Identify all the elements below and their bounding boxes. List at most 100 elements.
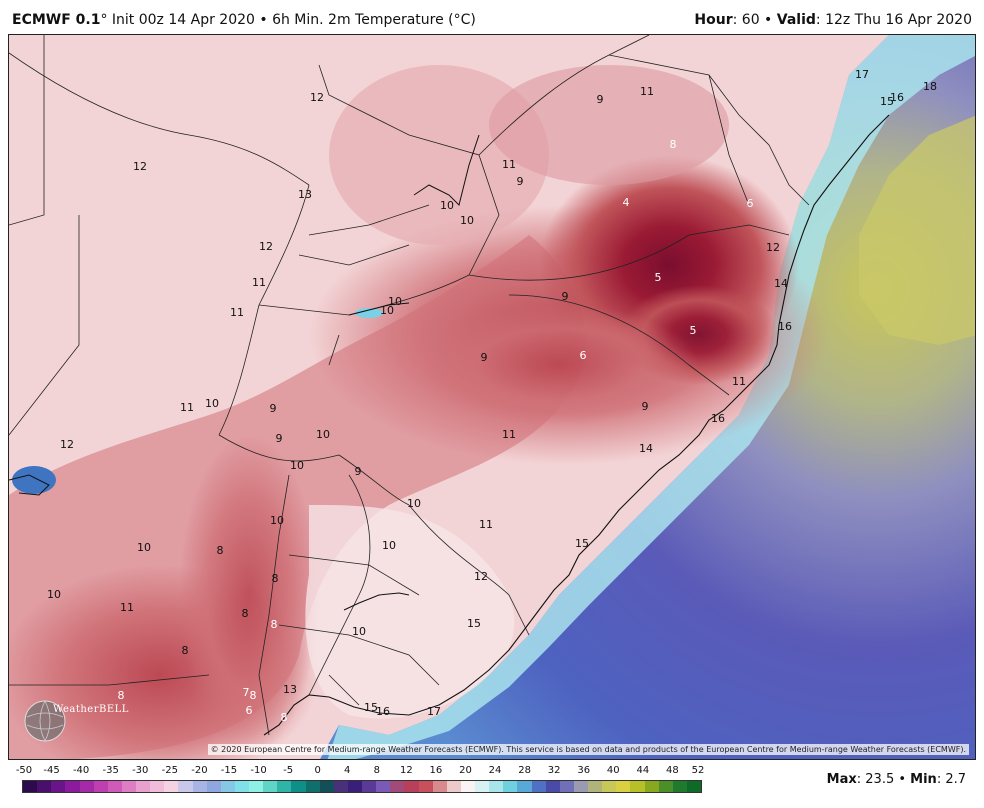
temperature-label: 12: [259, 240, 273, 253]
temperature-label: 9: [276, 432, 283, 445]
temperature-label: 10: [440, 199, 454, 212]
colorbar-swatch: [93, 781, 108, 792]
temperature-label: 17: [427, 705, 441, 718]
colorbar-swatch: [150, 781, 165, 792]
colorbar-swatch: [121, 781, 136, 792]
temperature-label: 6: [580, 349, 587, 362]
colorbar-swatch: [164, 781, 179, 792]
temperature-label: 10: [388, 295, 402, 308]
colorbar-swatch: [573, 781, 588, 792]
temperature-label: 12: [60, 438, 74, 451]
colorbar-swatch: [263, 781, 278, 792]
colorbar-swatch: [503, 781, 518, 792]
temperature-label: 10: [137, 541, 151, 554]
colorbar-swatch: [446, 781, 461, 792]
temperature-label: 8: [670, 138, 677, 151]
temperature-label: 10: [380, 304, 394, 317]
run-description: ° Init 00z 14 Apr 2020 • 6h Min. 2m Temp…: [100, 12, 476, 28]
temperature-label: 11: [230, 306, 244, 319]
colorbar-swatch: [418, 781, 433, 792]
temperature-label: 10: [290, 459, 304, 472]
colorbar-swatch: [489, 781, 504, 792]
temperature-label: 9: [562, 290, 569, 303]
colorbar-tick-label: 40: [606, 765, 620, 776]
temperature-label: 16: [376, 705, 390, 718]
temperature-label: 8: [217, 544, 224, 557]
temperature-label: 10: [460, 214, 474, 227]
temperature-label: 9: [270, 402, 277, 415]
colorbar-tick-label: -50: [15, 765, 33, 776]
temperature-label: 15: [467, 617, 481, 630]
colorbar-tick-label: 36: [577, 765, 591, 776]
temperature-label: 13: [298, 188, 312, 201]
colorbar-tick-label: 28: [518, 765, 531, 776]
colorbar-tick-label: -30: [132, 765, 149, 776]
colorbar-tick-label: 20: [459, 765, 472, 776]
colorbar-swatch: [404, 781, 419, 792]
temperature-label: 12: [474, 570, 488, 583]
colorbar-tick-label: 0: [314, 765, 321, 776]
min-value: : 2.7: [936, 772, 966, 787]
valid-label: Valid: [776, 12, 816, 28]
colorbar-swatch: [333, 781, 348, 792]
temperature-label: 8: [182, 644, 189, 657]
temperature-label: 11: [732, 375, 746, 388]
logo-text: WeatherBELL: [53, 704, 129, 715]
temperature-label: 9: [355, 465, 362, 478]
colorbar-tick-label: 4: [344, 765, 351, 776]
colorbar-swatch: [432, 781, 447, 792]
colorbar-swatch: [616, 781, 631, 792]
colorbar-swatch: [107, 781, 122, 792]
temperature-label: 9: [642, 400, 649, 413]
chart-title: ECMWF 0.1° Init 00z 14 Apr 2020 • 6h Min…: [12, 12, 476, 28]
temperature-label: 5: [690, 324, 697, 337]
colorbar-swatch: [475, 781, 490, 792]
temperature-label: 11: [180, 401, 194, 414]
colorbar-swatch: [531, 781, 546, 792]
max-min-readout: Max: 23.5 • Min: 2.7: [827, 772, 966, 787]
temperature-label: 9: [597, 93, 604, 106]
colorbar-tick-label: -10: [250, 765, 267, 776]
temperature-label: 16: [711, 412, 725, 425]
colorbar-swatch: [136, 781, 151, 792]
temperature-label: 6: [747, 197, 754, 210]
warm-sst-patch: [859, 115, 975, 345]
lake-west: [12, 466, 56, 494]
colorbar-tick-label: -25: [161, 765, 178, 776]
colorbar-swatch: [249, 781, 264, 792]
colorbar-tick-label: -40: [72, 765, 90, 776]
colorbar-swatch: [362, 781, 377, 792]
temperature-label: 8: [250, 689, 257, 702]
temperature-label: 4: [623, 196, 630, 209]
colorbar-swatch: [220, 781, 235, 792]
colorbar-swatch: [559, 781, 574, 792]
colorbar-swatch: [277, 781, 292, 792]
colorbar-swatch: [630, 781, 645, 792]
colorbar-tick-label: 12: [399, 765, 413, 776]
temperature-label: 10: [352, 625, 366, 638]
colorbar-swatch: [37, 781, 52, 792]
colorbar-tick-label: 52: [691, 765, 705, 776]
temperature-label: 6: [246, 704, 253, 717]
temperature-label: 9: [481, 351, 488, 364]
temperature-label: 8: [271, 618, 278, 631]
colorbar-tick-label: -45: [43, 765, 60, 776]
model-name: ECMWF 0.1: [12, 12, 101, 28]
temperature-label: 12: [310, 91, 324, 104]
temperature-label: 13: [283, 683, 297, 696]
colorbar-scale: [22, 780, 702, 793]
warm-area-central: [419, 305, 699, 425]
colorbar-legend: -50 -45 -40 -35 -30 -25 -20 -15 -10 -5 0 4 8 12 16 20 24…: [16, 765, 705, 801]
temperature-label: 10: [316, 428, 330, 441]
colorbar-swatch: [686, 781, 701, 792]
colorbar-tick-label: 16: [429, 765, 443, 776]
temperature-label: 15: [880, 95, 894, 108]
valid-time: Hour: 60 • Valid: 12z Thu 16 Apr 2020: [694, 12, 972, 28]
temperature-label: 9: [517, 175, 524, 188]
colorbar-tick-label: 48: [666, 765, 679, 776]
temperature-label: 11: [479, 518, 493, 531]
colorbar-swatch: [23, 781, 38, 792]
colorbar-swatch: [390, 781, 405, 792]
temperature-label: 10: [205, 397, 219, 410]
